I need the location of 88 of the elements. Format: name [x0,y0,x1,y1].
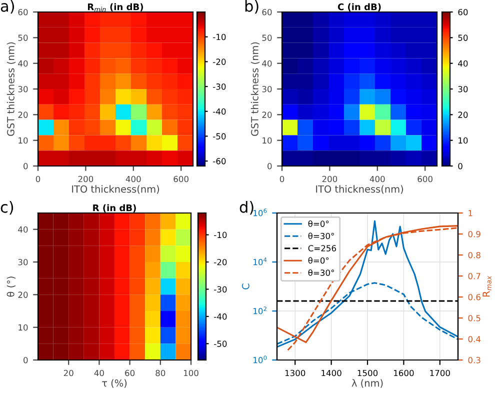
color-bar-label: 60 [458,8,468,16]
y-tick-label: 0 [24,356,28,364]
y2-tick-label: 0.3 [468,356,480,364]
x-tick-label: 1600 [394,370,414,376]
y2-tick-label: 0.7 [468,272,480,280]
color-bar-label: -40 [214,313,227,320]
x-tick-label: 400 [370,176,385,182]
x-tick-label: 200 [322,176,338,182]
text: a) [0,0,14,14]
y-axis-title: GST thickness (nm) [250,42,260,136]
color-bar-label: -50 [214,340,227,347]
y-axis-title: θ (°) [6,276,16,297]
y-tick-label: 20 [262,112,272,118]
color-bar-label: -20 [213,58,226,65]
y2-tick-label: 0.6 [468,294,480,300]
y-tick-label: 0 [268,162,272,170]
x-tick-label: 0 [280,176,284,182]
y-tick-label: 10$^{6}$ [254,208,267,216]
y-tick-label: 30 [18,86,28,92]
y-tick-label: 30 [262,86,272,92]
y2-axis-title: R$_{max}$ [482,276,492,297]
text: d) [240,201,254,215]
y-tick-label: 30 [18,258,28,266]
color-bar-label: 40 [458,60,468,67]
legend-label: θ=30° [308,232,334,240]
y2-tick-label: 0.4 [468,336,481,342]
x-tick-label: 0 [36,176,40,182]
y-tick-label: 50 [262,34,272,41]
y-tick-label: 60 [18,8,28,16]
x-tick-label: 40 [94,370,104,376]
color-bar-label: 20 [458,112,468,118]
y-tick-label: 40 [262,60,272,67]
chart-title: R$_{min}$ (in dB) [88,3,143,12]
y2-tick-label: 0.9 [468,230,480,238]
x-tick-label: 1700 [430,370,450,376]
y-tick-label: 40 [18,226,28,233]
y2-tick-label: 1 [468,210,472,216]
x-tick-label: 60 [125,370,135,376]
legend-label: C=256 [308,245,336,252]
x-tick-label: 600 [174,176,188,182]
y-tick-label: 20 [18,112,28,118]
y-tick-label: 20 [18,292,28,298]
x-tick-label: 20 [64,370,74,376]
x-axis-title: τ (%) [102,379,127,388]
y-tick-label: 50 [18,34,28,41]
y-tick-label: 10 [18,137,28,144]
color-bar-label: -40 [213,108,226,115]
color-bar-label: 30 [458,86,468,92]
color-bar-label: 10 [458,137,468,144]
color-bar-label: -60 [213,158,226,164]
x-tick-label: 1500 [358,370,378,376]
y-axis-title: GST thickness (nm) [6,42,16,136]
x-axis-title: λ (nm) [352,379,383,388]
y2-tick-label: 0.8 [468,252,480,258]
x-tick-label: 400 [126,176,141,182]
y-tick-label: 40 [18,60,28,67]
color-bar-label: -30 [214,286,227,293]
color-bar-label: -20 [214,258,227,266]
y-tick-label: 10 [18,324,28,331]
color-bar-label: -30 [213,83,226,90]
x-tick-label: 1400 [322,370,342,376]
y2-tick-label: 0.5 [468,314,480,322]
color-bar-label: -10 [214,232,227,238]
legend-label: θ=30° [308,269,334,276]
chart-title: R (in dB) [93,204,136,212]
x-axis-title: ITO thickness(nm) [72,185,160,194]
x-tick-label: 200 [78,176,94,182]
legend-label: θ=0° [308,257,329,264]
text: c) [0,201,14,215]
color-bar-label: 50 [458,34,468,41]
y-tick-label: 0 [24,162,28,170]
x-tick-label: 100 [184,370,198,376]
x-tick-label: 80 [156,370,166,376]
y-tick-label: 60 [262,8,272,16]
x-tick-label: 1300 [285,370,306,376]
x-tick-label: 600 [418,176,432,182]
legend-label: θ=0° [308,220,329,227]
color-bar-label: -10 [213,34,226,40]
y-axis-title: C [242,284,250,290]
y-tick-label: 10$^{0}$ [254,356,267,364]
y-tick-label: 10$^{2}$ [254,306,266,314]
x-axis-title: ITO thickness(nm) [316,185,404,194]
y-tick-label: 10$^{4}$ [254,258,267,266]
color-bar-label: 0 [458,162,462,170]
y-tick-label: 10 [262,137,272,144]
text: b) [245,0,258,14]
chart-title: C (in dB) [338,3,381,12]
color-bar-label: -50 [213,133,226,140]
